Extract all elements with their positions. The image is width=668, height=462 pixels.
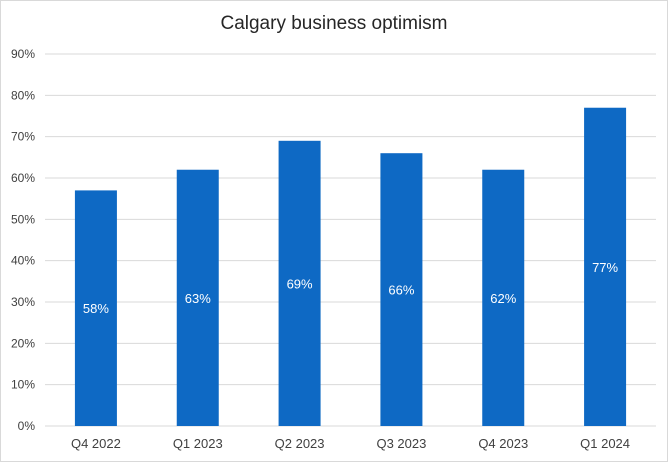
y-tick-label: 90% [11, 47, 35, 61]
bar-value-label: 69% [287, 276, 313, 291]
y-tick-label: 30% [11, 295, 35, 309]
bar [74, 190, 117, 426]
bars [74, 107, 627, 427]
bar [584, 107, 627, 426]
y-tick-label: 60% [11, 171, 35, 185]
x-category-label: Q1 2023 [173, 436, 223, 451]
bar [278, 140, 321, 427]
bar-value-label: 62% [490, 291, 516, 306]
y-tick-label: 70% [11, 130, 35, 144]
y-tick-label: 10% [11, 378, 35, 392]
bar-value-label: 58% [83, 301, 109, 316]
x-category-label: Q2 2023 [275, 436, 325, 451]
x-category-label: Q1 2024 [580, 436, 630, 451]
bar-value-label: 63% [185, 291, 211, 306]
bar [176, 169, 219, 426]
x-category-label: Q3 2023 [376, 436, 426, 451]
x-category-label: Q4 2023 [478, 436, 528, 451]
bar-value-label: 77% [592, 260, 618, 275]
y-tick-label: 50% [11, 212, 35, 226]
chart-title: Calgary business optimism [220, 13, 448, 34]
y-tick-label: 20% [11, 336, 35, 350]
bar [380, 153, 423, 426]
y-tick-label: 0% [18, 419, 36, 433]
bar [482, 169, 525, 426]
y-tick-label: 80% [11, 88, 35, 102]
labels: 0% 10% 20% 30% 40% 50% 60% 70% 80% 90% 58% Q4 2022 6… [11, 47, 630, 451]
x-category-label: Q4 2022 [71, 436, 121, 451]
gridlines [45, 53, 656, 427]
bar-value-label: 66% [388, 283, 414, 298]
y-tick-label: 40% [11, 254, 35, 268]
